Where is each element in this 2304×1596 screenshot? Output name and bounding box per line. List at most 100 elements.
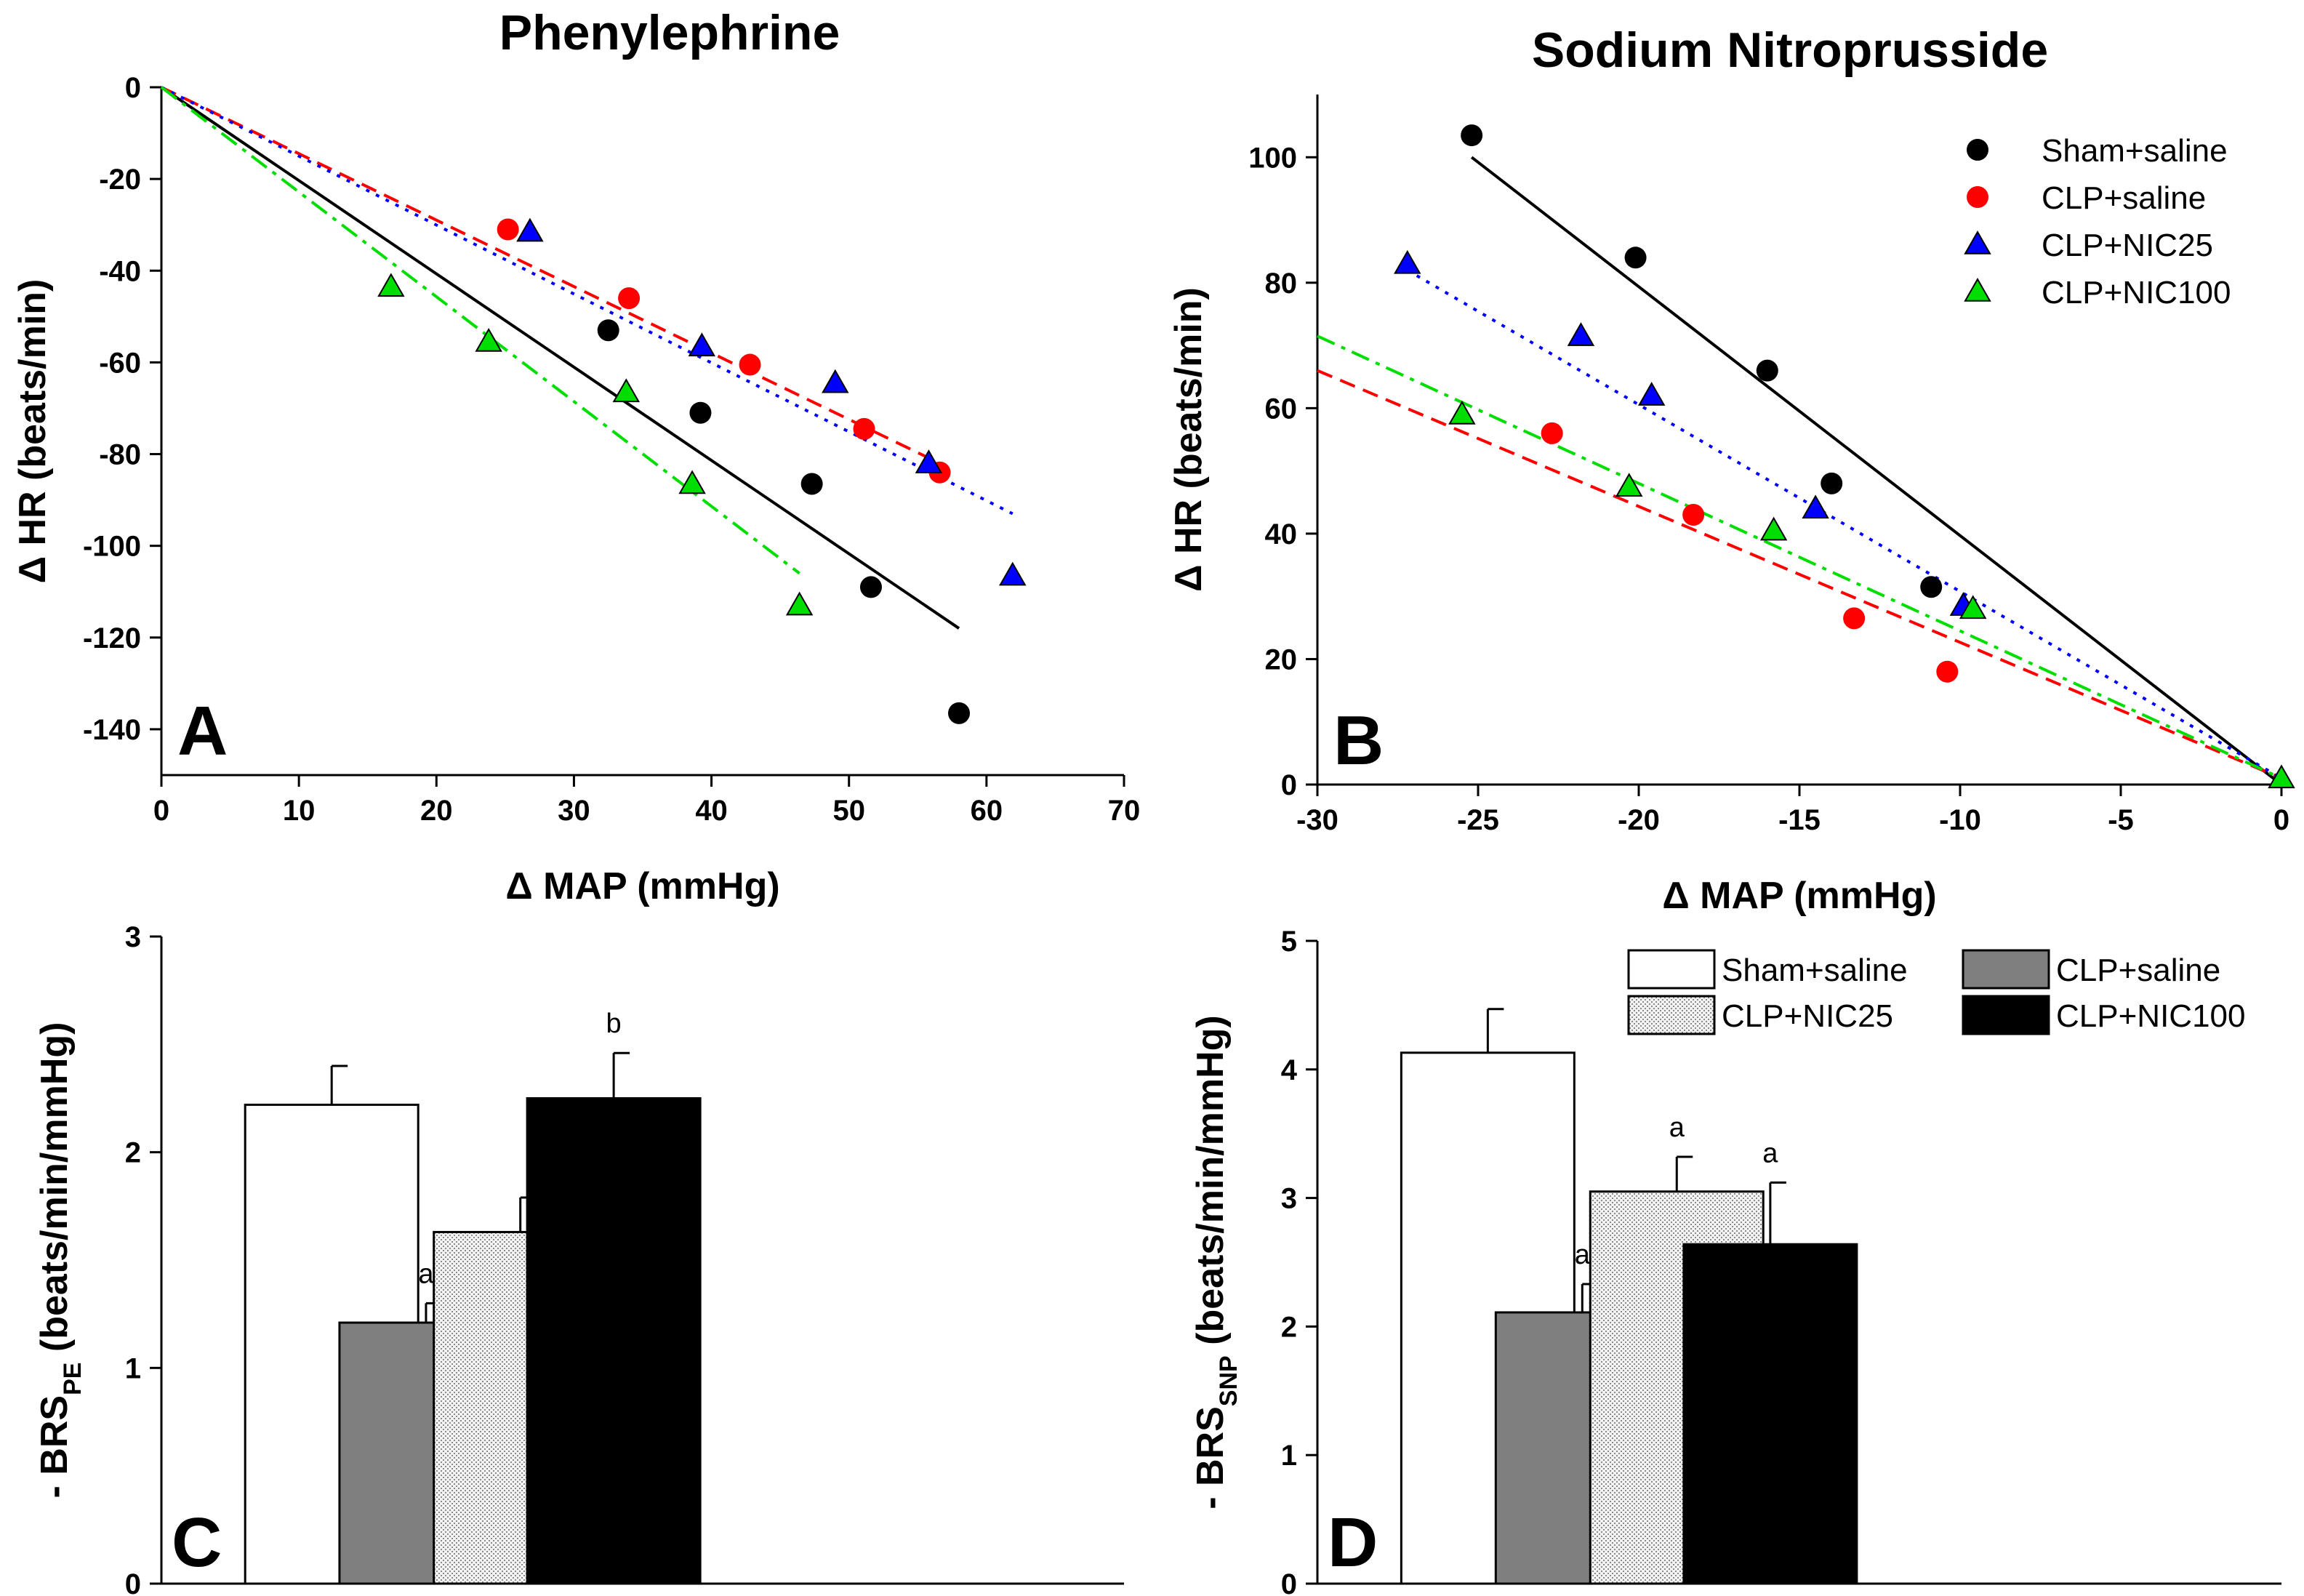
y-tick-label: 1 bbox=[1281, 1440, 1297, 1472]
regression-line-clp-saline bbox=[161, 86, 941, 465]
data-point-clp-nic25 bbox=[688, 332, 716, 357]
significance-label: a bbox=[1575, 1240, 1591, 1270]
y-tick-label: 1 bbox=[125, 1352, 141, 1384]
legend-marker bbox=[1967, 139, 1988, 161]
y-tick-label: -60 bbox=[99, 347, 141, 379]
legend-label: CLP+NIC25 bbox=[2042, 228, 2213, 263]
legend-swatch bbox=[1627, 995, 1716, 1035]
x-tick-label: -30 bbox=[1296, 804, 1338, 836]
data-point-sham-saline bbox=[1461, 124, 1483, 147]
data-point-sham-saline bbox=[1624, 246, 1647, 269]
x-tick-label: -5 bbox=[2108, 804, 2134, 836]
data-point-clp-nic100 bbox=[1615, 473, 1643, 497]
regression-line-clp-nic25 bbox=[1406, 268, 2283, 780]
data-point-clp-nic25 bbox=[915, 449, 943, 473]
significance-label: a bbox=[1762, 1138, 1778, 1168]
data-point-clp-saline bbox=[497, 218, 519, 241]
y-tick-label: -80 bbox=[99, 439, 141, 471]
legend-marker bbox=[1964, 230, 1991, 254]
data-point-clp-saline bbox=[1682, 504, 1705, 526]
x-tick-label: -25 bbox=[1457, 804, 1499, 836]
x-axis-title: Δ MAP (mmHg) bbox=[1662, 875, 1936, 917]
y-axis-title-subscript: SNP bbox=[1215, 1355, 1243, 1406]
legend-swatch bbox=[1962, 995, 2050, 1035]
x-tick-label: 20 bbox=[420, 795, 453, 827]
data-point-clp-nic25 bbox=[1394, 249, 1421, 274]
bar-clp-nic100 bbox=[1682, 1243, 1858, 1585]
x-tick-label: 50 bbox=[832, 795, 865, 827]
y-tick-label: 40 bbox=[1265, 518, 1298, 550]
y-axis-title-main: - BRS bbox=[1189, 1406, 1232, 1509]
y-tick-label: 3 bbox=[1281, 1183, 1297, 1215]
y-axis-title-units: (beats/min/mmHg) bbox=[1189, 1015, 1232, 1355]
data-point-sham-saline bbox=[859, 576, 882, 598]
y-tick-label: -20 bbox=[99, 164, 141, 196]
panel-letter: B bbox=[1333, 702, 1384, 779]
y-axis-title-subscript: PE bbox=[59, 1363, 87, 1395]
panel-a-phenylephrine: Phenylephrine 0 10 20 30 40 50 60 70 0 -20 -40 -60 -8… bbox=[12, 5, 1140, 907]
panel-d-brs-snp: 0 1 2 3 4 5 a a a - BRSSNP (beats/min/mmHg) D Sham+… bbox=[1189, 926, 2281, 1596]
regression-line-sham-saline bbox=[1470, 156, 2283, 786]
y-tick-label: -100 bbox=[83, 531, 141, 563]
legend-marker bbox=[1964, 277, 1991, 302]
data-point-clp-nic100 bbox=[678, 470, 706, 494]
legend-label: CLP+NIC100 bbox=[2042, 275, 2231, 310]
x-tick-label: 70 bbox=[1108, 795, 1141, 827]
x-axis-title: Δ MAP (mmHg) bbox=[505, 865, 779, 907]
data-point-clp-nic100 bbox=[2268, 764, 2295, 789]
data-point-sham-saline bbox=[1756, 359, 1778, 382]
bar-clp-nic100 bbox=[526, 1097, 702, 1585]
x-tick-label: -10 bbox=[1939, 804, 1981, 836]
data-point-sham-saline bbox=[1821, 472, 1843, 494]
data-point-clp-nic25 bbox=[999, 561, 1027, 586]
data-point-clp-nic100 bbox=[612, 378, 641, 403]
x-tick-label: 30 bbox=[558, 795, 590, 827]
y-axis-title-main: - BRS bbox=[33, 1395, 76, 1499]
legend-label: Sham+saline bbox=[1722, 953, 1908, 988]
y-tick-label: -140 bbox=[83, 714, 141, 746]
regression-line-clp-nic100 bbox=[160, 86, 800, 575]
y-tick-label: 80 bbox=[1265, 268, 1298, 300]
panel-letter: D bbox=[1328, 1504, 1378, 1581]
data-point-sham-saline bbox=[689, 401, 712, 424]
data-point-clp-nic25 bbox=[822, 369, 849, 393]
data-point-clp-nic25 bbox=[1567, 322, 1595, 346]
legend-marker bbox=[1967, 186, 1988, 208]
regression-line-clp-saline bbox=[1317, 369, 2282, 780]
regression-line-clp-nic100 bbox=[1317, 334, 2282, 780]
data-point-clp-nic100 bbox=[785, 591, 814, 616]
y-tick-label: 2 bbox=[125, 1137, 141, 1169]
y-axis-title: Δ HR (beats/min) bbox=[12, 279, 54, 584]
data-point-clp-saline bbox=[1843, 607, 1866, 630]
x-tick-label: 10 bbox=[283, 795, 316, 827]
data-point-clp-saline bbox=[853, 417, 875, 440]
legend-label: CLP+saline bbox=[2042, 180, 2206, 216]
legend-swatch bbox=[1962, 949, 2050, 990]
x-tick-label: -15 bbox=[1778, 804, 1821, 836]
y-tick-label: 60 bbox=[1265, 393, 1298, 425]
x-tick-label: 40 bbox=[695, 795, 728, 827]
legend-swatch bbox=[1627, 949, 1716, 990]
data-point-clp-saline bbox=[1541, 422, 1563, 444]
data-point-clp-saline bbox=[618, 287, 641, 310]
legend-label: CLP+saline bbox=[2056, 953, 2220, 988]
y-axis-title: - BRSPE (beats/min/mmHg) bbox=[33, 1022, 87, 1499]
data-point-clp-nic25 bbox=[1802, 494, 1829, 519]
x-tick-label: -20 bbox=[1618, 804, 1660, 836]
regression-line-sham-saline bbox=[160, 86, 960, 630]
panel-b-sodium-nitroprusside: Sodium Nitroprusside -30 -25 -20 -15 -10 -5 0 0 2… bbox=[1168, 23, 2295, 917]
panel-c-brs-pe: 0 1 2 3 a b - BRSPE (beats/min/mmHg) C bbox=[33, 921, 1124, 1596]
y-axis-title-units: (beats/min/mmHg) bbox=[33, 1022, 76, 1363]
x-tick-label: 0 bbox=[153, 795, 169, 827]
data-point-clp-nic100 bbox=[1759, 516, 1788, 541]
panel-letter: A bbox=[177, 692, 228, 770]
x-tick-label: 0 bbox=[2273, 804, 2289, 836]
data-point-clp-nic100 bbox=[1448, 400, 1476, 425]
data-point-sham-saline bbox=[800, 473, 823, 495]
y-axis-title: - BRSSNP (beats/min/mmHg) bbox=[1189, 1015, 1243, 1509]
y-tick-label: 0 bbox=[125, 1568, 141, 1596]
y-tick-label: 4 bbox=[1281, 1054, 1298, 1086]
regression-line-clp-nic25 bbox=[161, 86, 1013, 516]
y-tick-label: -120 bbox=[83, 622, 141, 654]
